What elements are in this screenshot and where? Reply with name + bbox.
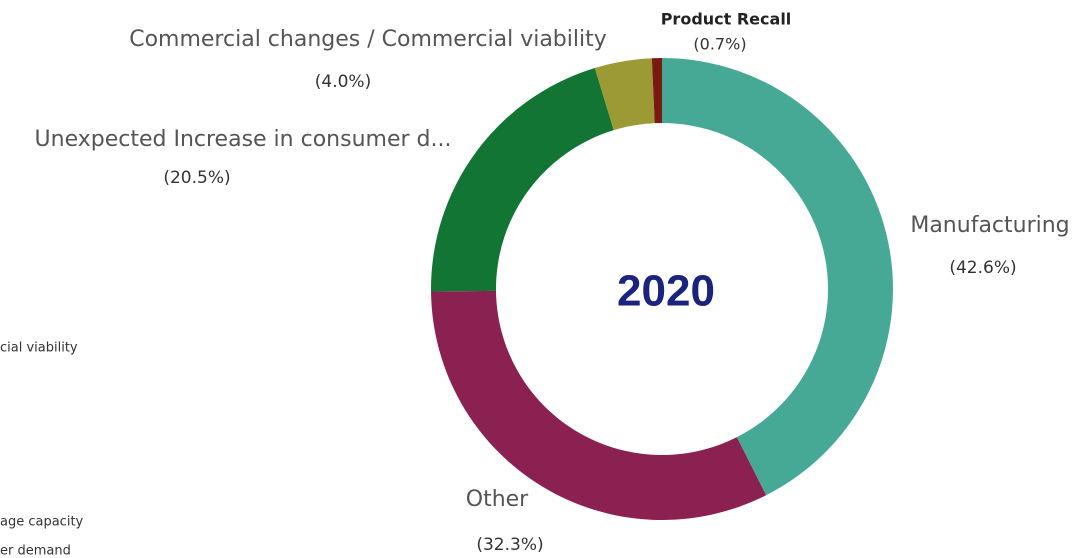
segment-value-label: (20.5%) (163, 168, 230, 188)
cropped-legend-text: er demand (0, 544, 71, 558)
donut-segment (594, 58, 655, 131)
donut-segment (431, 290, 767, 520)
cropped-legend-text: cial viability (0, 341, 78, 356)
donut-segment (651, 58, 662, 124)
segment-value-label: (32.3%) (476, 535, 543, 555)
segment-label: Manufacturing (910, 213, 1069, 238)
segment-label: Unexpected Increase in consumer d... (35, 127, 452, 152)
segment-label: Other (466, 487, 529, 512)
segment-value-label: (42.6%) (949, 258, 1016, 278)
donut-segment (431, 67, 614, 292)
segment-label: Commercial changes / Commercial viabilit… (129, 27, 607, 52)
center-label: 2020 (617, 267, 715, 316)
donut-segment (662, 58, 893, 496)
segment-value-label: (4.0%) (315, 72, 371, 92)
segment-label: Product Recall (661, 10, 792, 29)
cropped-legend-text: age capacity (0, 515, 84, 530)
segment-value-label: (0.7%) (693, 35, 746, 54)
